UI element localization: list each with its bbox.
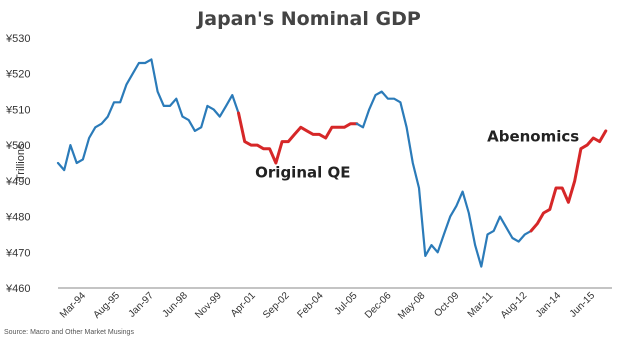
- y-tick-label: ¥520: [5, 69, 30, 81]
- x-tick-label: Oct-09: [432, 290, 461, 319]
- chart-title: Japan's Nominal GDP: [197, 8, 421, 30]
- x-tick-label: Mar-94: [58, 290, 88, 320]
- y-tick-label: ¥460: [5, 283, 30, 295]
- x-tick-label: Jan-14: [534, 290, 564, 320]
- y-tick-label: ¥500: [5, 140, 30, 152]
- y-tick-label: ¥470: [5, 247, 30, 259]
- series-line-2: [237, 111, 359, 165]
- y-tick-label: ¥530: [5, 33, 30, 45]
- x-tick-label: Dec-06: [363, 290, 394, 321]
- x-tick-label: Jun-15: [568, 290, 598, 320]
- x-tick-label: Jun-98: [161, 290, 191, 320]
- y-axis-label: Trillions: [15, 143, 27, 181]
- y-tick-label: ¥510: [5, 104, 30, 116]
- annotation-label: Abenomics: [487, 128, 579, 146]
- x-tick-label: Aug-12: [499, 290, 530, 321]
- x-tick-label: Sep-02: [261, 290, 292, 321]
- x-tick-label: Feb-04: [295, 290, 325, 320]
- annotation-label: Original QE: [255, 163, 350, 181]
- y-tick-label: ¥480: [5, 212, 30, 224]
- x-tick-label: Aug-95: [91, 290, 122, 321]
- x-tick-label: Apr-01: [229, 290, 258, 319]
- series-line-3: [355, 90, 533, 268]
- series-line-4: [529, 129, 608, 233]
- x-tick-label: Jul-05: [333, 290, 360, 317]
- series-line-1: [56, 58, 240, 172]
- x-tick-label: Mar-11: [466, 290, 496, 320]
- x-tick-label: Nov-99: [193, 290, 224, 321]
- y-tick-label: ¥490: [5, 176, 30, 188]
- x-tick-label: May-08: [396, 290, 428, 322]
- x-tick-label: Jan-97: [127, 290, 157, 320]
- source-note: Source: Macro and Other Market Musings: [4, 329, 134, 336]
